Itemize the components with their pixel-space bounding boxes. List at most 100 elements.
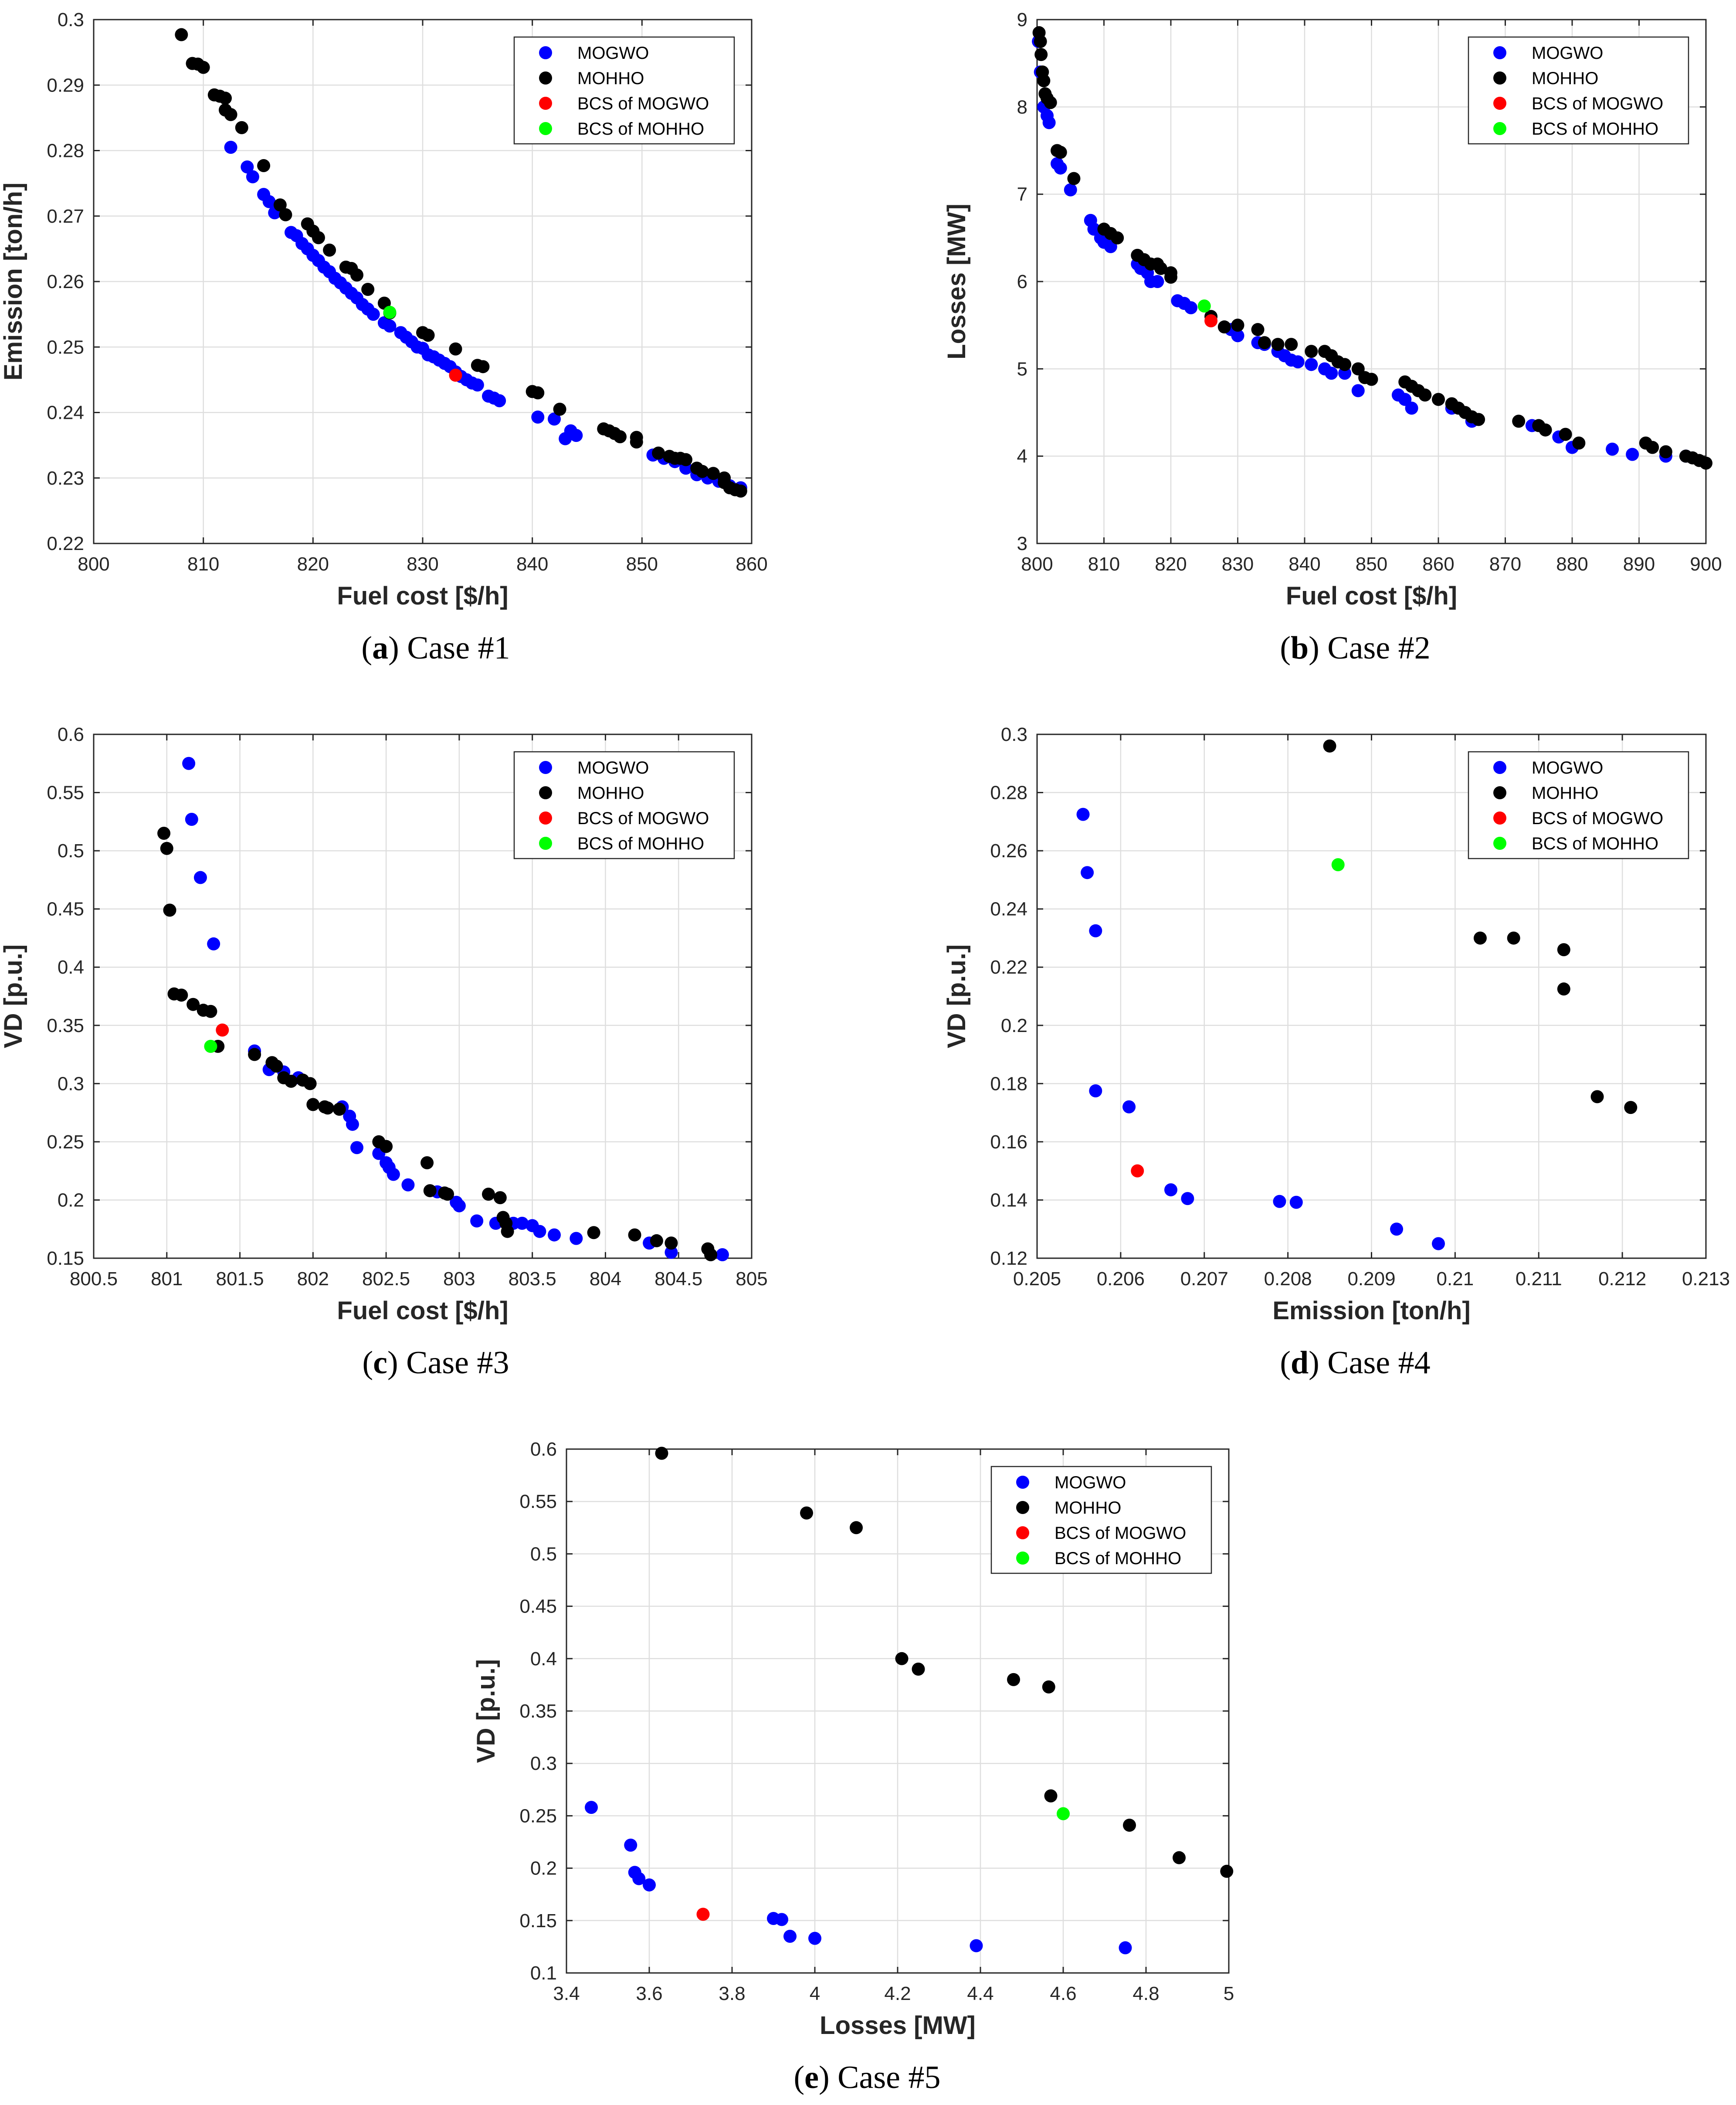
x-tick-label: 804.5 [654,1268,702,1290]
point-mogwo [1305,358,1318,371]
point-mohho [160,842,173,855]
y-tick-label: 0.2 [530,1858,557,1879]
y-tick-label: 0.45 [519,1596,557,1617]
y-tick-label: 3 [1017,533,1027,554]
point-mohho [380,1140,393,1153]
point-mohho [482,1188,495,1201]
legend-marker-bcs-of-mohho [1493,837,1506,850]
point-mohho [175,28,188,41]
legend-label-bcs-of-mohho: BCS of MOHHO [1054,1549,1181,1568]
x-tick-label: 802 [297,1268,329,1290]
point-mogwo [570,429,583,442]
point-mohho [157,827,171,840]
y-tick-label: 0.5 [530,1543,557,1565]
legend-marker-mogwo [539,761,552,774]
point-bcs-of-mohho [1057,1807,1070,1820]
legend-label-bcs-of-mohho: BCS of MOHHO [577,834,704,853]
point-bcs-of-mohho [1197,299,1211,313]
x-tick-label: 800 [1021,553,1053,575]
point-mohho [204,1005,217,1018]
chart-case-1-svg: 800 810 820 830 840 850 860 0.22 0.23 0.24 0.25 0.2… [0,9,768,610]
x-tick-label: 804 [590,1268,621,1290]
x-tick-label: 850 [1356,553,1387,575]
point-bcs-of-mogwo [696,1908,710,1921]
point-mohho [350,268,363,282]
point-mohho [1418,388,1432,402]
x-tick-label: 840 [516,553,548,575]
caption-case-3: (c) Case #3 [362,1345,509,1381]
point-mohho [441,1188,454,1201]
y-tick-label: 0.25 [519,1805,557,1827]
y-tick-label: 0.14 [990,1189,1027,1211]
y-tick-label: 0.18 [990,1073,1027,1094]
point-mogwo [193,871,207,884]
legend-marker-bcs-of-mohho [539,122,552,135]
point-mohho [704,1248,718,1261]
point-bcs-of-mogwo [1204,314,1218,328]
legend-label-mohho: MOHHO [577,69,644,88]
point-mogwo [383,319,397,333]
x-tick-label: 820 [297,553,329,575]
legend-label-mogwo: MOGWO [577,44,649,63]
point-mohho [1034,35,1047,48]
point-mohho [1258,336,1271,350]
axis-ticks: 800 810 820 830 840 850 860 870 880 890 900 3 4 5 6 7 8 9 [1017,9,1722,575]
point-mogwo [1089,1084,1102,1098]
point-mogwo [224,140,237,154]
point-mogwo [1351,384,1365,397]
point-mohho [270,1059,283,1073]
x-tick-label: 880 [1556,553,1588,575]
point-mohho [706,467,720,480]
x-tick-label: 860 [736,553,767,575]
point-mohho [493,1191,507,1205]
point-mogwo [1432,1237,1445,1250]
point-mogwo [808,1932,821,1945]
point-mohho [1572,436,1586,450]
y-tick-label: 0.3 [530,1753,557,1774]
point-mohho [303,1077,317,1090]
y-tick-label: 0.1 [530,1962,557,1984]
y-tick-label: 0.3 [58,9,84,31]
y-tick-label: 0.25 [47,1131,84,1153]
point-mohho [1217,320,1231,334]
legend-marker-bcs-of-mogwo [1493,97,1506,110]
point-mohho [1271,338,1285,351]
point-mohho [1037,74,1051,88]
x-axis-label: Emission [ton/h] [1272,1297,1470,1325]
point-mohho [1659,445,1672,458]
point-mogwo [970,1939,983,1952]
point-bcs-of-mohho [383,306,397,319]
y-tick-label: 0.22 [47,533,84,554]
x-tick-label: 801.5 [216,1268,264,1290]
caption-case-1: (a) Case #1 [361,630,510,666]
point-mohho [1323,739,1336,753]
point-mohho [1507,931,1520,945]
chart-case-3-svg: 800.5 801 801.5 802 802.5 803 803.5 804 804.5 805… [0,724,768,1325]
legend-marker-mogwo [1016,1476,1029,1489]
point-mohho [800,1506,813,1520]
chart-panel-case-5: 3.4 3.6 3.8 4 4.2 4.4 4.6 4.8 5 0.1 0.15 0.2 0.25 0.3… [471,1432,1255,2062]
point-mohho [501,1225,514,1238]
point-mohho [1164,270,1177,284]
legend-marker-bcs-of-mogwo [1493,811,1506,825]
point-mogwo [548,412,561,426]
point-mohho [1557,943,1570,957]
y-tick-label: 0.27 [47,206,84,227]
point-mohho [321,1101,334,1115]
legend-marker-mohho [1493,786,1506,799]
y-axis-label: Emission [ton/h] [0,183,27,380]
x-tick-label: 870 [1489,553,1521,575]
point-mohho [1042,1680,1055,1694]
point-mogwo [643,1878,656,1892]
point-mogwo [262,195,276,208]
point-mohho [421,329,435,342]
x-axis-label: Losses [MW] [820,2011,976,2040]
caption-case-4: (d) Case #4 [1280,1345,1431,1381]
point-mohho [553,402,566,416]
x-tick-label: 802.5 [362,1268,410,1290]
x-tick-label: 0.205 [1013,1268,1061,1290]
point-mohho [1512,414,1526,428]
point-mohho [323,243,336,257]
legend-marker-bcs-of-mogwo [539,811,552,825]
point-mogwo [1405,401,1418,415]
